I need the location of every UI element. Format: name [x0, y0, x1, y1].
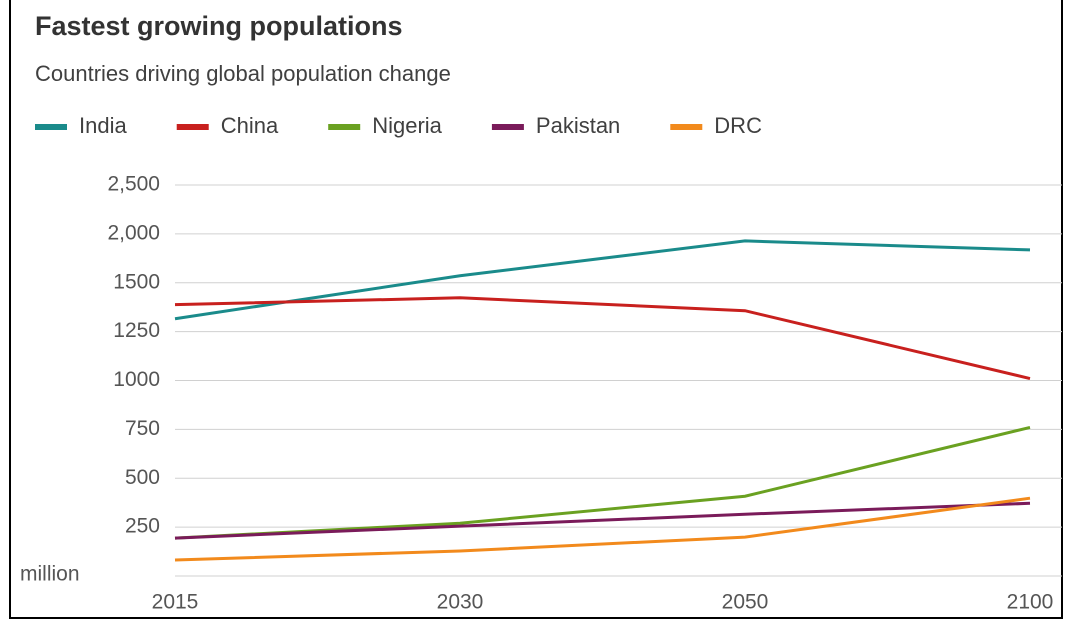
x-tick-label: 2100: [1007, 591, 1054, 614]
y-tick-label: 2,000: [107, 221, 160, 244]
legend-swatch: [176, 124, 209, 130]
series-line: [174, 296, 1031, 381]
y-tick-label: 1250: [113, 319, 160, 342]
legend-swatch: [491, 124, 524, 130]
series-line: [174, 501, 1031, 540]
legend-label: DRC: [714, 113, 762, 138]
y-tick-label: 500: [125, 466, 160, 489]
legend-label: Pakistan: [536, 113, 620, 138]
x-tick-label: 2015: [152, 591, 199, 614]
series-line: [174, 239, 1031, 321]
legend-swatch: [35, 124, 67, 130]
y-tick-label: 750: [125, 417, 160, 440]
x-tick-label: 2030: [437, 591, 484, 614]
chart-subtitle: Countries driving global population chan…: [35, 61, 451, 86]
legend-swatch: [328, 124, 361, 130]
chart-title: Fastest growing populations: [35, 11, 403, 41]
legend-label: Nigeria: [372, 113, 442, 138]
y-tick-label: 2,500: [107, 173, 160, 196]
series-line: [174, 496, 1031, 562]
y-tick-label: 1500: [113, 270, 160, 293]
frame: [9, 0, 1063, 619]
x-tick-label: 2050: [722, 591, 769, 614]
legend-label: China: [221, 113, 279, 138]
y-tick-label: 250: [125, 515, 160, 538]
y-tick-label: 1000: [113, 368, 160, 391]
legend-label: India: [79, 113, 127, 138]
y-unit: million: [20, 563, 80, 586]
legend-swatch: [670, 124, 703, 130]
